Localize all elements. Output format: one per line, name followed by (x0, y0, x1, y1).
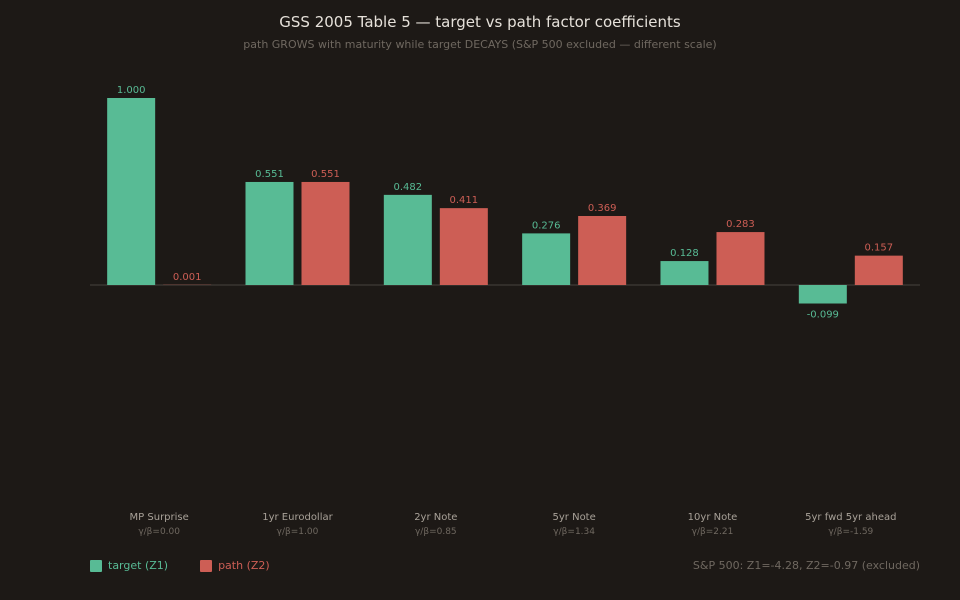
bar-path-5 (854, 255, 903, 285)
excluded-note: S&P 500: Z1=-4.28, Z2=-0.97 (excluded) (692, 559, 920, 572)
bar-target-0 (107, 98, 156, 285)
legend-label-path: path (Z2) (218, 559, 270, 572)
category-ratio-5: γ/β=-1.59 (828, 527, 873, 537)
value-label-path-1: 0.551 (311, 169, 340, 180)
bar-target-2 (383, 194, 432, 285)
value-label-target-5: -0.099 (807, 310, 839, 321)
value-label-path-0: 0.001 (173, 272, 202, 283)
chart-title: GSS 2005 Table 5 — target vs path factor… (279, 13, 681, 31)
category-label-0: MP Surprise (130, 512, 189, 523)
category-ratio-0: γ/β=0.00 (138, 527, 180, 537)
bar-path-4 (716, 232, 765, 285)
legend-label-target: target (Z1) (108, 559, 169, 572)
chart-subtitle: path GROWS with maturity while target DE… (243, 38, 717, 51)
bar-path-1 (301, 181, 350, 285)
bar-target-5 (798, 285, 847, 304)
value-label-target-2: 0.482 (394, 182, 423, 193)
category-ratio-1: γ/β=1.00 (277, 527, 319, 537)
category-label-1: 1yr Eurodollar (262, 512, 333, 523)
category-label-4: 10yr Note (688, 512, 738, 523)
value-label-path-4: 0.283 (726, 219, 755, 230)
value-label-target-1: 0.551 (255, 169, 284, 180)
value-label-target-0: 1.000 (117, 85, 146, 96)
bar-target-3 (522, 233, 571, 285)
chart-legend: target (Z1) path (Z2) (90, 559, 302, 572)
category-label-2: 2yr Note (414, 512, 457, 523)
legend-item-target: target (Z1) (90, 559, 168, 572)
value-label-path-5: 0.157 (864, 243, 893, 254)
category-ratio-4: γ/β=2.21 (692, 527, 734, 537)
value-label-target-3: 0.276 (532, 220, 561, 231)
value-label-path-2: 0.411 (450, 195, 479, 206)
category-label-3: 5yr Note (553, 512, 596, 523)
bar-path-2 (439, 208, 488, 285)
bar-target-1 (245, 181, 294, 285)
value-label-target-4: 0.128 (670, 248, 699, 259)
legend-swatch-path (200, 559, 213, 572)
bar-path-3 (578, 215, 627, 285)
legend-swatch-target (90, 559, 102, 572)
category-ratio-3: γ/β=1.34 (553, 527, 595, 537)
category-label-5: 5yr fwd 5yr ahead (805, 512, 896, 523)
legend-item-path: path (Z2) (200, 559, 270, 572)
category-ratio-2: γ/β=0.85 (415, 527, 457, 537)
bar-target-4 (660, 261, 709, 285)
value-label-path-3: 0.369 (588, 203, 617, 214)
